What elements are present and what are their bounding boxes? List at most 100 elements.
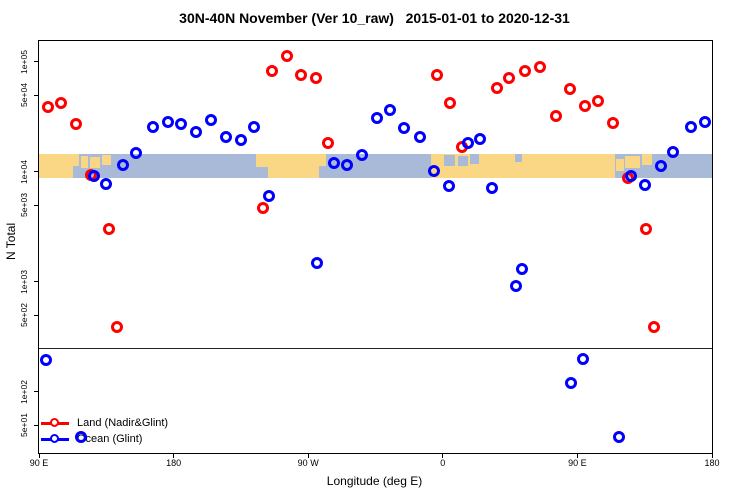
ocean-point xyxy=(667,145,680,158)
y-tick-mark xyxy=(34,171,38,173)
ocean-point xyxy=(327,157,340,170)
ocean-point xyxy=(655,160,668,173)
land-point xyxy=(321,136,334,149)
plot-area: Land (Nadir&Glint) Ocean (Glint) 1e+05 5e… xyxy=(19,40,720,468)
ocean-point xyxy=(219,130,232,143)
land-legend-symbol xyxy=(41,417,69,429)
x-tick-mark xyxy=(38,454,40,458)
ocean-point xyxy=(613,430,626,443)
ocean-point xyxy=(698,115,711,128)
land-point xyxy=(430,69,443,81)
map-band-land-segment xyxy=(39,153,74,179)
chart-title: 30N-40N November (Ver 10_raw) 2015-01-01… xyxy=(179,10,570,26)
ocean-point xyxy=(384,103,397,116)
ocean-point xyxy=(234,134,247,146)
y-tick-label: 1e+03 xyxy=(19,269,29,294)
x-tick-label: 90 E xyxy=(29,458,49,468)
legend: Land (Nadir&Glint) Ocean (Glint) xyxy=(41,415,168,447)
ocean-point xyxy=(427,164,440,177)
land-point xyxy=(607,116,620,129)
map-band-ocean-patch xyxy=(255,167,268,178)
ocean-point xyxy=(510,279,523,292)
y-tick-label: 1e+02 xyxy=(19,380,29,404)
ocean-point xyxy=(74,430,87,443)
x-tick-mark xyxy=(307,454,309,458)
y-tick-mark xyxy=(34,424,38,426)
map-band-ocean-patch xyxy=(514,153,523,163)
ocean-point xyxy=(370,111,383,124)
map-band-land-patch xyxy=(625,156,641,169)
y-tick-mark xyxy=(34,391,38,393)
ocean-point xyxy=(204,114,217,127)
y-tick-label: 1e+04 xyxy=(19,159,29,184)
land-point xyxy=(103,223,116,236)
land-point xyxy=(257,201,270,214)
ocean-point xyxy=(341,158,354,171)
y-tick-label: 5e+04 xyxy=(19,83,29,107)
x-axis-label: Longitude (deg E) xyxy=(326,474,423,488)
land-point xyxy=(266,64,279,77)
ocean-point xyxy=(263,189,276,202)
land-point xyxy=(490,81,503,94)
x-tick-mark xyxy=(576,454,578,458)
x-tick-mark xyxy=(442,454,444,458)
land-point xyxy=(550,109,563,122)
ocean-point xyxy=(685,120,698,133)
land-point xyxy=(444,97,457,110)
map-band-ocean-patch xyxy=(444,155,455,166)
ocean-point xyxy=(462,136,475,149)
ocean-point xyxy=(474,132,487,145)
x-tick-mark xyxy=(173,454,175,458)
map-band-land-patch xyxy=(641,153,653,165)
land-point xyxy=(70,118,83,131)
ocean-point xyxy=(100,177,113,190)
y-tick-mark xyxy=(34,314,38,316)
map-band-land-patch xyxy=(73,153,80,166)
y-tick-label: 5e+01 xyxy=(19,413,29,437)
ocean-point xyxy=(116,158,129,171)
ocean-point xyxy=(638,179,651,192)
y-tick-label: 5e+02 xyxy=(19,303,29,327)
x-tick-label: 90 W xyxy=(297,458,319,468)
ocean-point xyxy=(397,122,410,135)
map-band-land-patch xyxy=(89,157,101,169)
legend-label-land: Land (Nadir&Glint) xyxy=(77,417,169,429)
ocean-point xyxy=(625,169,638,182)
y-tick-label: 1e+05 xyxy=(19,49,29,74)
ocean-point xyxy=(161,115,174,128)
land-point xyxy=(640,223,653,236)
ocean-point xyxy=(88,169,101,182)
ocean-point xyxy=(516,263,529,276)
map-band-ocean-segment xyxy=(73,153,256,179)
map-band-land-patch xyxy=(80,156,89,169)
ocean-point xyxy=(414,130,427,143)
map-band-land-patch xyxy=(616,158,624,171)
legend-row-land: Land (Nadir&Glint) xyxy=(41,415,168,431)
land-point xyxy=(592,95,605,108)
land-legend-circle-icon xyxy=(50,418,59,427)
x-tick-label: 0 xyxy=(440,458,446,468)
ocean-point xyxy=(40,354,53,367)
map-band-land-patch xyxy=(101,155,111,165)
ocean-point xyxy=(130,146,143,159)
land-point xyxy=(519,64,532,77)
ocean-point xyxy=(577,352,590,365)
ocean-point xyxy=(311,256,324,269)
y-axis-label: N Total xyxy=(4,222,18,260)
legend-row-ocean: Ocean (Glint) xyxy=(41,431,168,447)
ocean-point xyxy=(442,179,455,192)
ocean-point xyxy=(356,148,369,161)
x-tick-mark xyxy=(711,454,713,458)
land-point xyxy=(647,320,660,333)
land-point xyxy=(578,99,591,112)
map-band-ocean-patch xyxy=(457,156,469,166)
ocean-point xyxy=(190,126,203,139)
y-tick-mark xyxy=(34,281,38,283)
x-tick-label: 180 xyxy=(166,458,182,468)
land-point xyxy=(309,71,322,84)
land-point xyxy=(110,320,123,333)
land-point xyxy=(41,100,54,113)
y-tick-label: 5e+03 xyxy=(19,193,29,217)
ocean-point xyxy=(565,377,578,390)
x-tick-label: 180 xyxy=(704,458,720,468)
